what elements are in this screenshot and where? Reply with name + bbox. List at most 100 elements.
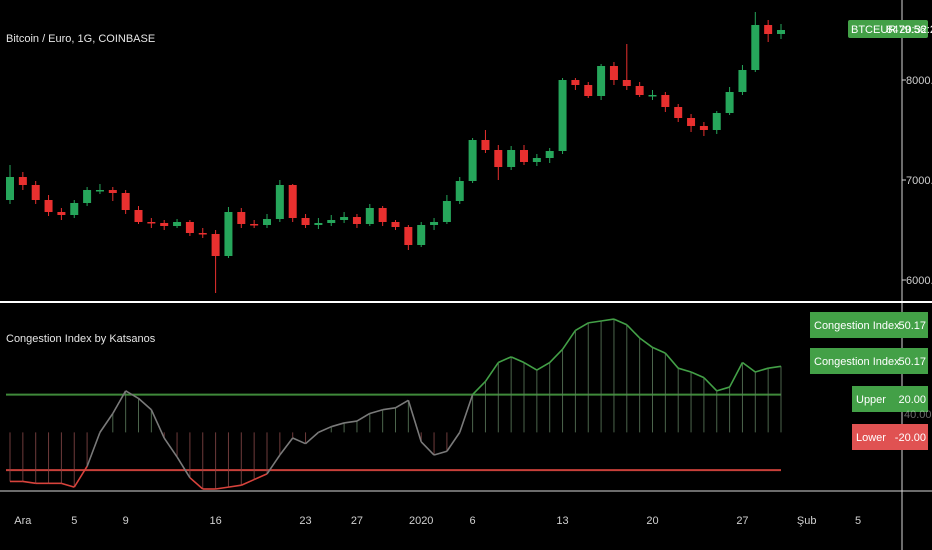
indicator-line-segment <box>600 318 615 322</box>
candle-body <box>6 177 14 200</box>
time-tick-label: 23 <box>299 515 311 527</box>
indicator-line-segment <box>266 454 281 475</box>
candle-body <box>712 113 721 130</box>
price-badge-bg <box>848 20 928 38</box>
indicator-line-segment <box>331 422 345 428</box>
candle-body <box>699 126 708 130</box>
price-badge[interactable]: BTCEUR 20:32:28 8479.56 <box>848 20 932 38</box>
indicator-line-segment <box>626 324 641 339</box>
indicator-line-segment <box>279 437 294 456</box>
candle-body <box>777 30 785 34</box>
candle-body <box>404 227 413 245</box>
time-tick-label: 5 <box>855 515 861 527</box>
indicator-line-segment <box>472 380 487 396</box>
indicator-partial-tick: 40.00 <box>904 409 932 421</box>
indicator-line-segment <box>433 450 448 456</box>
indicator-badge-label: Upper <box>856 394 886 406</box>
candle-body <box>751 25 760 70</box>
indicator-badge-value: 50.17 <box>898 320 926 332</box>
indicator-line-segment <box>523 361 538 371</box>
indicator-badge-bg <box>852 424 928 450</box>
candle-body <box>520 150 528 162</box>
candle-body <box>494 150 503 167</box>
indicator-line-segment <box>150 409 165 439</box>
indicator-line-segment <box>73 465 88 488</box>
indicator-line-segment <box>125 390 139 400</box>
time-tick-label: 9 <box>123 515 129 527</box>
price-badge-value: 8479.56 <box>886 24 926 36</box>
candle-body <box>237 212 246 224</box>
indicator-line-segment <box>549 348 564 364</box>
time-tick-label: 6 <box>470 515 476 527</box>
indicator-line-segment <box>458 394 474 433</box>
candle-body <box>352 217 361 224</box>
indicator-line-segment <box>690 371 705 379</box>
indicator-line-segment <box>369 408 383 415</box>
indicator-line-segment <box>215 486 229 490</box>
indicator-badge-bg <box>852 386 928 412</box>
candle-body <box>674 107 683 118</box>
candle-body <box>83 190 92 203</box>
indicator-line-segment <box>420 441 435 456</box>
indicator-line-segment <box>510 356 525 364</box>
candle-body <box>365 208 374 224</box>
candle-body <box>738 70 747 92</box>
indicator-line-segment <box>86 432 101 467</box>
candle-body <box>661 95 670 107</box>
candle-body <box>391 222 400 227</box>
indicator-line-segment <box>228 484 242 488</box>
candle-body <box>211 234 220 256</box>
time-tick-label: 16 <box>209 515 221 527</box>
indicator-badge-label: Congestion Index <box>814 320 900 332</box>
indicator-line-segment <box>292 437 306 445</box>
candle-body <box>455 181 464 201</box>
indicator-line-segment <box>497 356 512 364</box>
candle-body <box>648 95 657 97</box>
time-tick-label: 27 <box>736 515 748 527</box>
indicator-badge-bg <box>810 312 928 338</box>
indicator-line-segment <box>561 329 577 350</box>
indicator-line-segment <box>305 431 319 445</box>
candle-body <box>609 66 618 80</box>
candle-body <box>198 233 207 235</box>
candle-body <box>314 223 323 225</box>
candle-body <box>147 222 156 224</box>
indicator-line-segment <box>664 352 679 369</box>
time-tick-label: 13 <box>556 515 568 527</box>
candle-body <box>57 212 66 215</box>
candle-body <box>250 224 259 226</box>
indicator-line-segment <box>652 346 666 354</box>
candle-body <box>635 86 644 95</box>
candle-body <box>545 151 554 158</box>
indicator-histogram <box>9 319 782 489</box>
indicator-line-segment <box>574 322 589 332</box>
candle-body <box>31 185 40 200</box>
indicator-line-segment <box>343 420 358 424</box>
indicator-line-segment <box>395 399 409 409</box>
candle-body <box>263 219 271 225</box>
candle-body <box>468 140 477 181</box>
candle-body <box>160 223 169 226</box>
candle-body <box>224 212 233 256</box>
candlestick-series <box>6 12 785 293</box>
indicator-badge-value: 20.00 <box>898 394 926 406</box>
candle-body <box>622 80 631 86</box>
candle-body <box>275 185 284 219</box>
candle-body <box>725 92 734 113</box>
price-pane-title: Bitcoin / Euro, 1G, COINBASE <box>6 33 155 45</box>
candle-body <box>288 185 297 218</box>
indicator-line-segment <box>407 400 422 443</box>
indicator-line-segment <box>741 361 756 373</box>
indicator-line-segment <box>356 412 371 422</box>
candle-body <box>134 210 143 222</box>
candle-body <box>584 85 593 96</box>
indicator-badge-bg <box>810 348 928 374</box>
indicator-line-segment <box>163 437 178 458</box>
indicator-line-segment <box>728 362 744 388</box>
price-axis: 6000.00 7000.00 8000.00 <box>902 75 932 287</box>
price-tick-label: 8000.00 <box>906 75 932 87</box>
indicator-line-segment <box>382 407 396 411</box>
